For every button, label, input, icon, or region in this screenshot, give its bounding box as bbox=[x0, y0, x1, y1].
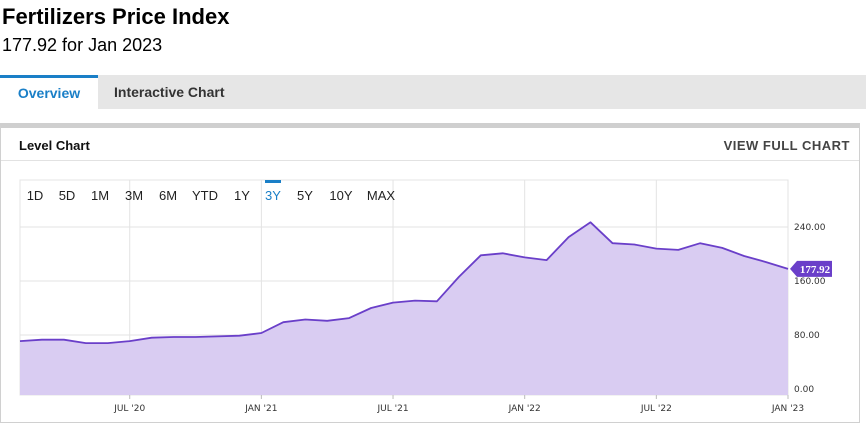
range-button-6m[interactable]: 6M bbox=[159, 188, 177, 203]
panel-title: Level Chart bbox=[19, 138, 90, 153]
last-value-label: 177.92 bbox=[800, 264, 831, 276]
last-value-badge bbox=[790, 260, 832, 277]
page-title: Fertilizers Price Index bbox=[2, 4, 230, 29]
y-tick-label: 80.00 bbox=[794, 331, 820, 341]
range-button-3y[interactable]: 3Y bbox=[265, 188, 281, 203]
series-area bbox=[20, 222, 788, 395]
range-active-indicator bbox=[265, 180, 281, 183]
page-subtitle: 177.92 for Jan 2023 bbox=[2, 35, 163, 55]
x-tick-label: JAN '23 bbox=[771, 404, 804, 414]
y-tick-label: 0.00 bbox=[794, 385, 814, 395]
tab-overview[interactable]: Overview bbox=[0, 75, 98, 109]
panel-divider bbox=[1, 160, 859, 161]
range-button-ytd[interactable]: YTD bbox=[192, 188, 218, 203]
range-button-3m[interactable]: 3M bbox=[125, 188, 143, 203]
x-tick-label: JUL '22 bbox=[640, 404, 672, 414]
range-button-10y[interactable]: 10Y bbox=[329, 188, 352, 203]
range-button-1y[interactable]: 1Y bbox=[234, 188, 250, 203]
series-line bbox=[19, 221, 789, 344]
tab-interactive-chart[interactable]: Interactive Chart bbox=[114, 84, 225, 100]
range-button-1d[interactable]: 1D bbox=[27, 188, 44, 203]
x-tick-label: JAN '22 bbox=[508, 404, 541, 414]
x-tick-label: JAN '21 bbox=[244, 404, 277, 414]
y-tick-label: 160.00 bbox=[794, 277, 826, 287]
range-button-5d[interactable]: 5D bbox=[59, 188, 76, 203]
x-tick-label: JUL '20 bbox=[113, 404, 145, 414]
y-tick-label: 240.00 bbox=[794, 223, 826, 233]
x-tick-label: JUL '21 bbox=[377, 404, 409, 414]
view-full-chart-link[interactable]: VIEW FULL CHART bbox=[723, 138, 850, 153]
tab-bar: Overview Interactive Chart bbox=[0, 75, 866, 109]
range-button-max[interactable]: MAX bbox=[367, 188, 396, 203]
range-button-5y[interactable]: 5Y bbox=[297, 188, 313, 203]
range-button-1m[interactable]: 1M bbox=[91, 188, 109, 203]
